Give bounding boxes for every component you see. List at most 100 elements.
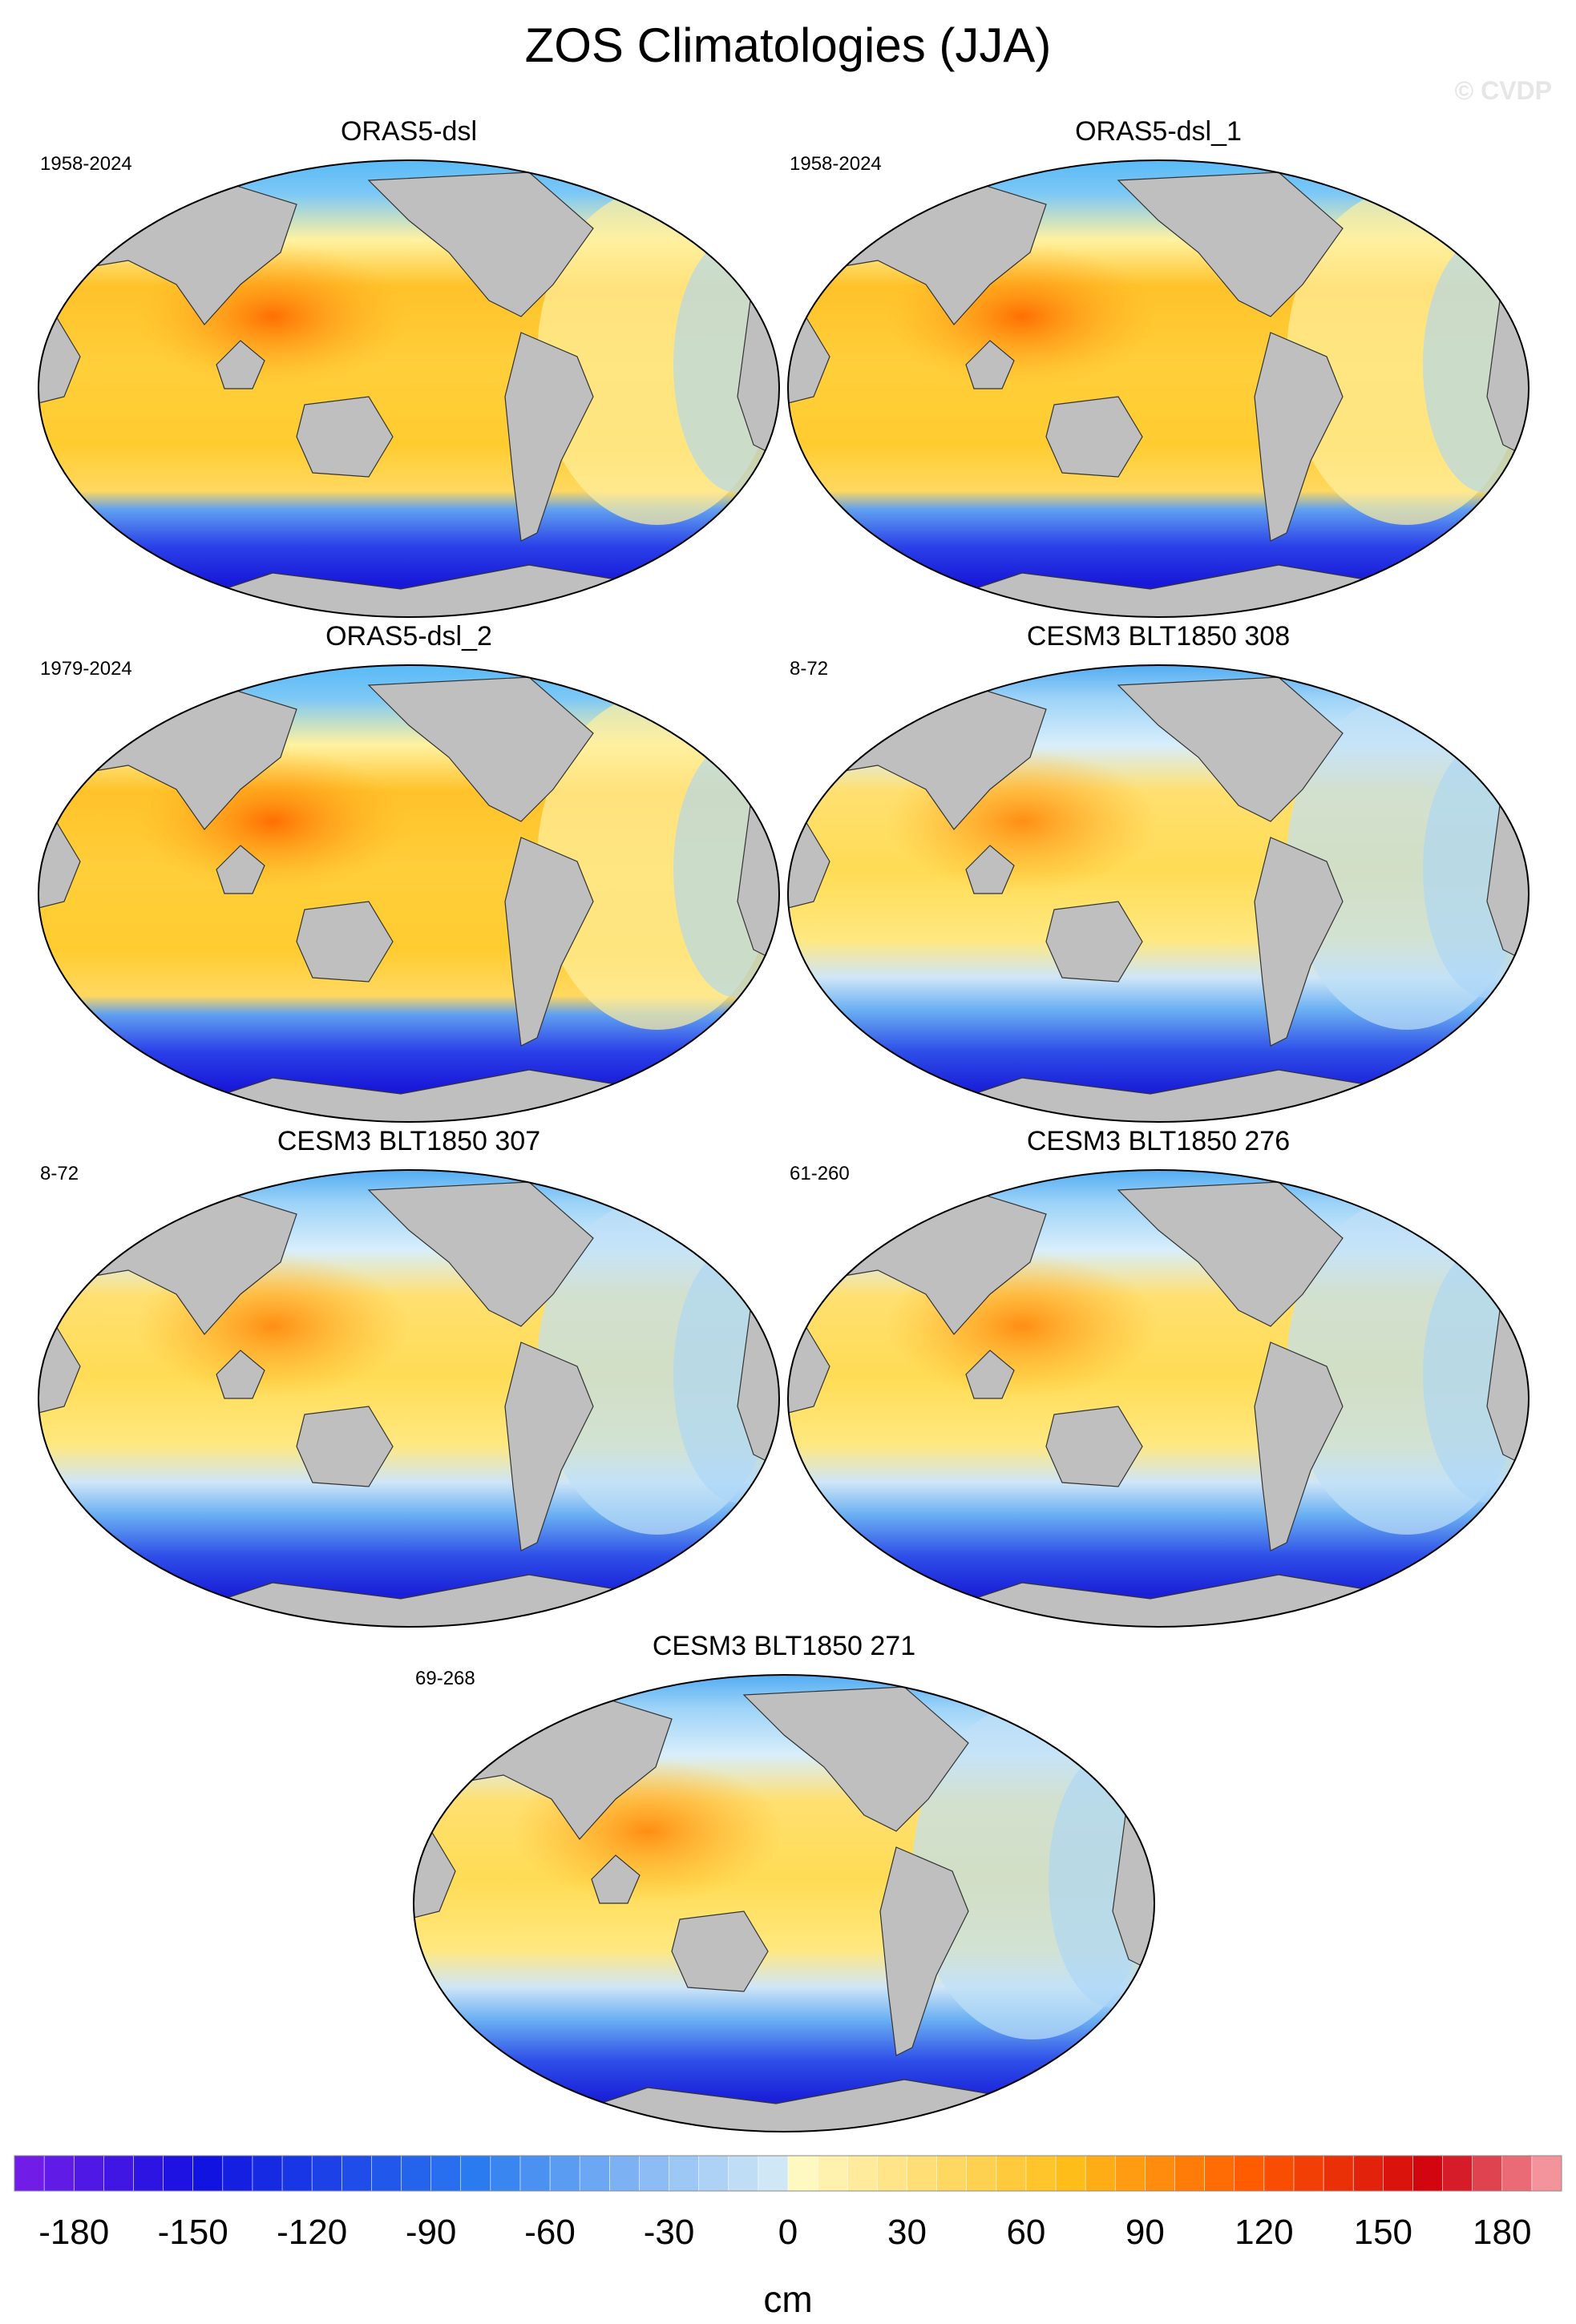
map-panel-oras5-dsl-2: ORAS5-dsl_2 1979-2024 — [32, 621, 786, 1134]
colorbar-tick-label: -90 — [406, 2213, 457, 2252]
colorbar-box — [847, 2155, 879, 2192]
colorbar-box — [549, 2155, 580, 2192]
map-panel-oras5-dsl: ORAS5-dsl 1958-2024 — [32, 116, 786, 629]
colorbar-box — [1293, 2155, 1324, 2192]
colorbar-box — [1114, 2155, 1146, 2192]
land-mass — [879, 1846, 969, 2056]
colorbar-tick-label: 0 — [778, 2213, 798, 2252]
colorbar-box — [728, 2155, 759, 2192]
map-projection — [413, 1674, 1155, 2132]
panel-years: 61-260 — [790, 1163, 850, 1184]
colorbar-box — [698, 2155, 729, 2192]
map-panel-cesm3-308: CESM3 BLT1850 308 8-72 — [782, 621, 1535, 1134]
land-mass — [504, 837, 594, 1047]
map-field — [788, 160, 1529, 617]
colorbar-box — [460, 2155, 491, 2192]
land-mass — [671, 1910, 769, 1992]
map-panel-cesm3-271: CESM3 BLT1850 271 69-268 — [407, 1631, 1161, 2144]
colorbar-tick-label: -120 — [277, 2213, 347, 2252]
colorbar-box — [1145, 2155, 1176, 2192]
land-mass — [367, 171, 594, 317]
land-mass — [296, 1406, 394, 1487]
colorbar-box — [73, 2155, 105, 2192]
colorbar-box — [877, 2155, 908, 2192]
panel-years: 1958-2024 — [790, 153, 882, 175]
map-field — [38, 665, 779, 1122]
colorbar-tick-label: 90 — [1125, 2213, 1165, 2252]
map-projection — [787, 159, 1530, 618]
map-border — [38, 664, 780, 1123]
colorbar-box — [133, 2155, 164, 2192]
colorbar-tick-labels: -180 -150 -120 -90 -60 -30 0 30 60 90 120 150 180 — [38, 2213, 1531, 2252]
land-mass — [1254, 1342, 1344, 1551]
colorbar-box — [222, 2155, 253, 2192]
panel-years: 1958-2024 — [40, 153, 132, 175]
land-mass — [1045, 1406, 1143, 1487]
colorbar-box — [639, 2155, 670, 2192]
colorbar-box — [192, 2155, 224, 2192]
colorbar-box — [966, 2155, 997, 2192]
colorbar-tick-label: 180 — [1473, 2213, 1531, 2252]
map-field — [788, 665, 1529, 1122]
colorbar-box — [1412, 2155, 1444, 2192]
land-mass — [591, 1854, 641, 1904]
colorbar-box — [1383, 2155, 1414, 2192]
colorbar-box — [758, 2155, 789, 2192]
colorbar-tick-label: -180 — [38, 2213, 109, 2252]
map-panel-cesm3-307: CESM3 BLT1850 307 8-72 — [32, 1126, 786, 1639]
panel-title: ORAS5-dsl_1 — [1075, 116, 1242, 147]
panel-years: 8-72 — [40, 1163, 79, 1184]
colorbar-box — [996, 2155, 1027, 2192]
land-mass — [1117, 171, 1344, 317]
colorbar-box — [43, 2155, 75, 2192]
colorbar-box — [1263, 2155, 1295, 2192]
land-mass — [1117, 1181, 1344, 1327]
figure-title: ZOS Climatologies (JJA) — [524, 18, 1052, 72]
land-mass — [504, 332, 594, 542]
colorbar-tick-label: 30 — [887, 2213, 927, 2252]
colorbar-frame — [14, 2155, 1562, 2192]
colorbar-box — [311, 2155, 343, 2192]
land-mass — [216, 845, 265, 894]
colorbar-tick-label: 60 — [1006, 2213, 1045, 2252]
land-mass — [367, 1181, 594, 1327]
land-mass — [504, 1342, 594, 1551]
panel-years: 1979-2024 — [40, 658, 132, 680]
colorbar-box — [14, 2155, 45, 2192]
map-projection — [38, 664, 780, 1123]
land-mass — [296, 396, 394, 478]
colorbar-box — [1234, 2155, 1265, 2192]
panel-title: ORAS5-dsl — [340, 116, 478, 147]
map-border — [38, 159, 780, 618]
colorbar-box — [163, 2155, 194, 2192]
map-projection — [38, 159, 780, 618]
colorbar-unit: cm — [763, 2278, 812, 2320]
colorbar-box — [787, 2155, 818, 2192]
map-border — [787, 159, 1530, 618]
panel-years: 69-268 — [415, 1668, 475, 1689]
watermark: © CVDP — [1454, 76, 1552, 105]
land-mass — [216, 1350, 265, 1399]
map-projection — [787, 664, 1530, 1123]
map-field — [788, 1170, 1529, 1627]
colorbar-tick-label: 150 — [1354, 2213, 1412, 2252]
panel-title: CESM3 BLT1850 308 — [1026, 621, 1291, 652]
colorbar-box — [281, 2155, 313, 2192]
colorbar-box — [669, 2155, 700, 2192]
colorbar-box — [609, 2155, 641, 2192]
colorbar-box — [1501, 2155, 1533, 2192]
colorbar-box — [1174, 2155, 1206, 2192]
colorbar-box — [401, 2155, 432, 2192]
colorbar-tick-label: -30 — [644, 2213, 695, 2252]
colorbar: -180 -150 -120 -90 -60 -30 0 30 60 90 120 150 180 cm — [14, 2155, 1562, 2320]
colorbar-box — [817, 2155, 849, 2192]
colorbar-box — [936, 2155, 968, 2192]
colorbar-box — [1442, 2155, 1473, 2192]
colorbar-tick-label: -60 — [524, 2213, 576, 2252]
map-field — [38, 160, 779, 617]
colorbar-box — [1055, 2155, 1086, 2192]
land-mass — [1254, 332, 1344, 542]
colorbar-box — [490, 2155, 521, 2192]
map-field — [38, 1170, 779, 1627]
map-border — [787, 1169, 1530, 1628]
